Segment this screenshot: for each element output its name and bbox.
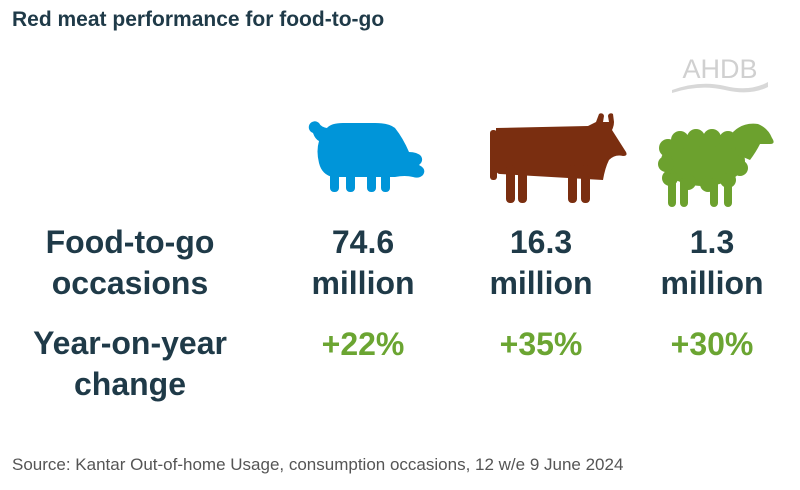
unit: million xyxy=(489,265,593,301)
pig-occasions: 74.6 million xyxy=(283,222,443,304)
change-label-line2: change xyxy=(73,366,187,402)
value: 16.3 xyxy=(509,224,573,260)
cow-change: +35% xyxy=(499,326,583,362)
value: 74.6 xyxy=(331,224,395,260)
svg-text:AHDB: AHDB xyxy=(682,54,757,84)
change-label-line1: Year-on-year xyxy=(33,325,227,361)
page-title: Red meat performance for food-to-go xyxy=(12,8,385,31)
unit: million xyxy=(660,265,764,301)
pig-change: +22% xyxy=(321,326,405,362)
sheep-change: +30% xyxy=(670,326,754,362)
value: 1.3 xyxy=(689,224,735,260)
unit: million xyxy=(311,265,415,301)
sheep-occasions: 1.3 million xyxy=(632,222,792,304)
cow-icon xyxy=(490,113,627,203)
ahdb-logo: AHDB xyxy=(672,54,768,93)
pig-icon xyxy=(308,121,425,192)
sheep-icon xyxy=(658,123,774,207)
occasions-label: Food-to-go occasions xyxy=(15,222,245,304)
occasions-label-line2: occasions xyxy=(51,265,209,301)
change-label: Year-on-year change xyxy=(15,323,245,405)
occasions-label-line1: Food-to-go xyxy=(45,224,215,260)
source-note: Source: Kantar Out-of-home Usage, consum… xyxy=(12,455,624,474)
cow-occasions: 16.3 million xyxy=(461,222,621,304)
